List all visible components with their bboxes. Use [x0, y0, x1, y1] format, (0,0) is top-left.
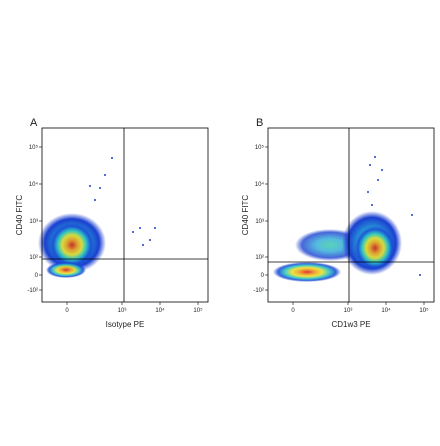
y-tick-label: -10²: [27, 288, 38, 294]
panel: B CD1w3 PE CD40 FITC 10⁵ 10⁴ 10³ 10² 0 -10² 0 10³ 1…: [241, 117, 435, 329]
y-tick-label: 10³: [255, 219, 264, 225]
y-tick-label: 0: [261, 273, 265, 279]
y-tick-label: -10²: [253, 288, 264, 294]
x-tick-label: 10⁴: [155, 307, 165, 314]
y-tick-label: 10²: [29, 255, 38, 261]
y-axis-label: CD40 FITC: [15, 195, 24, 236]
x-tick-label: 10³: [344, 308, 353, 314]
y-axis-label: CD40 FITC: [241, 195, 250, 236]
y-tick-label: 10⁴: [29, 181, 39, 188]
plot-frame: [41, 127, 209, 303]
y-tick-label: 10⁵: [255, 144, 265, 151]
panel-label: A: [30, 117, 38, 129]
density-cloud-b: [273, 156, 421, 282]
panel: A Isotype PE CD40 FITC 10⁵ 10⁴ 10³ 10² 0 -10² 0 10…: [15, 117, 209, 329]
y-tick-label: 10⁴: [255, 181, 265, 188]
x-axis-label: Isotype PE: [106, 320, 145, 329]
x-tick-label: 10⁵: [193, 307, 203, 314]
x-tick-label: 10⁴: [381, 307, 391, 314]
density-cloud-a: [38, 157, 156, 278]
x-tick-label: 0: [65, 308, 69, 314]
x-tick-label: 0: [291, 308, 295, 314]
x-axis-label: CD1w3 PE: [331, 320, 370, 329]
y-tick-label: 10²: [255, 255, 264, 261]
panel-label: B: [256, 117, 263, 129]
y-tick-label: 10⁵: [29, 144, 39, 151]
plot-frame: [267, 127, 435, 303]
x-tick-label: 10⁵: [419, 307, 429, 314]
x-tick-label: 10³: [118, 308, 127, 314]
y-tick-label: 0: [35, 273, 39, 279]
y-tick-label: 10³: [29, 219, 38, 225]
